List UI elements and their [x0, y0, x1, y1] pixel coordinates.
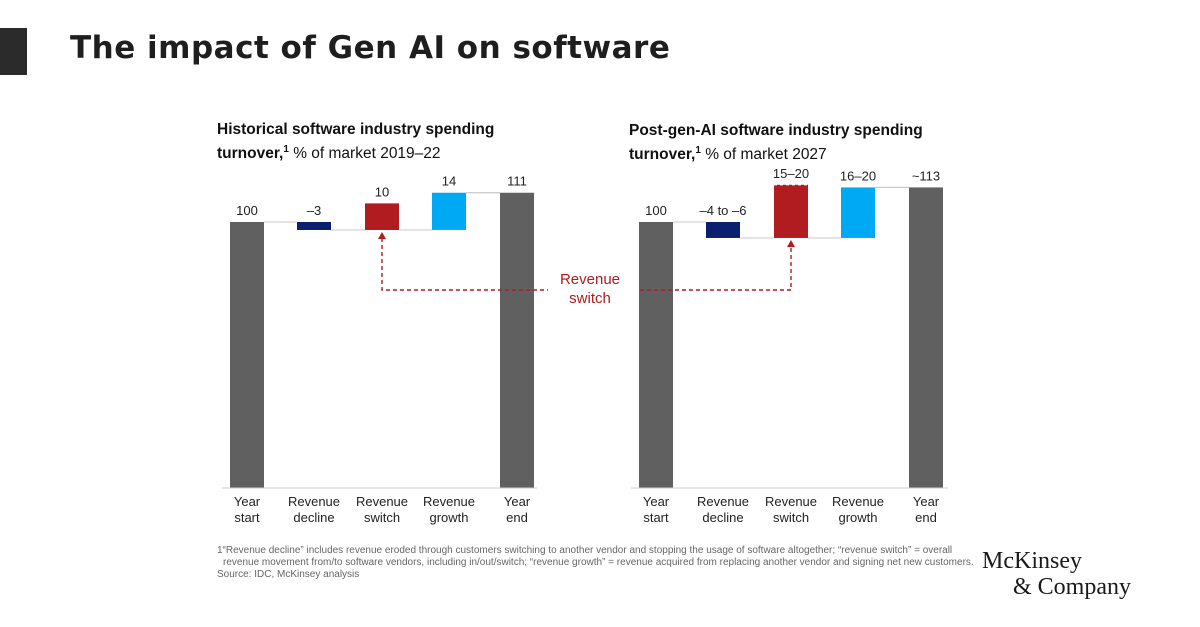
- page-title: The impact of Gen AI on software: [70, 30, 671, 66]
- chart-right-title-line1: Post-gen-AI software industry spending: [629, 122, 923, 139]
- bar-year-end: [500, 192, 534, 489]
- category-label: Revenue: [356, 494, 408, 509]
- logo-line-1: McKinsey: [982, 548, 1082, 574]
- chart-left-title-line2: turnover,: [217, 145, 284, 163]
- callout-arrowhead: [787, 239, 795, 247]
- data-label: 100: [645, 203, 667, 218]
- bar-revenue-switch: [774, 184, 808, 238]
- data-label: 15–20: [773, 166, 809, 181]
- bar-revenue-growth: [841, 187, 875, 238]
- bar-revenue-switch: [365, 203, 399, 230]
- category-label: end: [915, 510, 937, 525]
- category-label: Year: [913, 494, 940, 509]
- data-label: –3: [307, 203, 321, 218]
- bar-revenue-growth: [432, 192, 466, 230]
- chart-right-footnote-marker: 1: [695, 145, 701, 156]
- chart-left-footnote-marker: 1: [283, 144, 289, 155]
- category-label: Revenue: [832, 494, 884, 509]
- category-label: Year: [504, 494, 531, 509]
- chart-left-title-line1: Historical software industry spending: [217, 121, 495, 138]
- bar-year-start: [230, 222, 264, 488]
- category-label: Year: [234, 494, 261, 509]
- callout-arrowhead: [378, 231, 386, 239]
- callout-dashed-line: [640, 245, 792, 291]
- data-label: 100: [236, 203, 258, 218]
- accent-block: [0, 28, 27, 75]
- category-label: Revenue: [765, 494, 817, 509]
- category-label: Revenue: [423, 494, 475, 509]
- source-text: Source: IDC, McKinsey analysis: [217, 569, 360, 580]
- footnote: 1“Revenue decline” includes revenue erod…: [217, 545, 977, 581]
- callout-label: switch: [569, 290, 611, 307]
- chart-left-heading: Historical software industry spending tu…: [217, 120, 494, 164]
- category-label: growth: [838, 510, 877, 525]
- data-label: 16–20: [840, 168, 876, 183]
- chart-left-title-unit: % of market 2019–22: [288, 145, 441, 163]
- bar-revenue-decline: [706, 222, 740, 238]
- category-label: start: [234, 510, 260, 525]
- chart-right-title-line2: turnover,: [629, 146, 696, 164]
- category-label: decline: [293, 510, 334, 525]
- category-label: Revenue: [697, 494, 749, 509]
- bar-year-end: [909, 187, 943, 489]
- category-label: end: [506, 510, 528, 525]
- chart-right-heading: Post-gen-AI software industry spending t…: [629, 121, 923, 165]
- category-label: switch: [773, 510, 809, 525]
- bar-year-start: [639, 222, 673, 488]
- category-label: Revenue: [288, 494, 340, 509]
- data-label: 111: [507, 174, 527, 189]
- data-label: 14: [442, 174, 456, 189]
- bar-revenue-decline: [297, 222, 331, 230]
- category-label: growth: [429, 510, 468, 525]
- logo-line-2: & Company: [1013, 574, 1131, 600]
- mckinsey-logo: McKinsey & Company: [982, 548, 1131, 600]
- category-label: switch: [364, 510, 400, 525]
- category-label: decline: [702, 510, 743, 525]
- category-label: Year: [643, 494, 670, 509]
- callout-label: Revenue: [560, 271, 620, 288]
- data-label: ~113: [912, 168, 940, 183]
- category-label: start: [643, 510, 669, 525]
- chart-right-title-unit: % of market 2027: [700, 146, 827, 164]
- data-label: –4 to –6: [700, 203, 747, 218]
- footnote-text: 1“Revenue decline” includes revenue erod…: [217, 545, 974, 568]
- callout-dashed-line: [381, 237, 548, 291]
- data-label: 10: [375, 184, 389, 199]
